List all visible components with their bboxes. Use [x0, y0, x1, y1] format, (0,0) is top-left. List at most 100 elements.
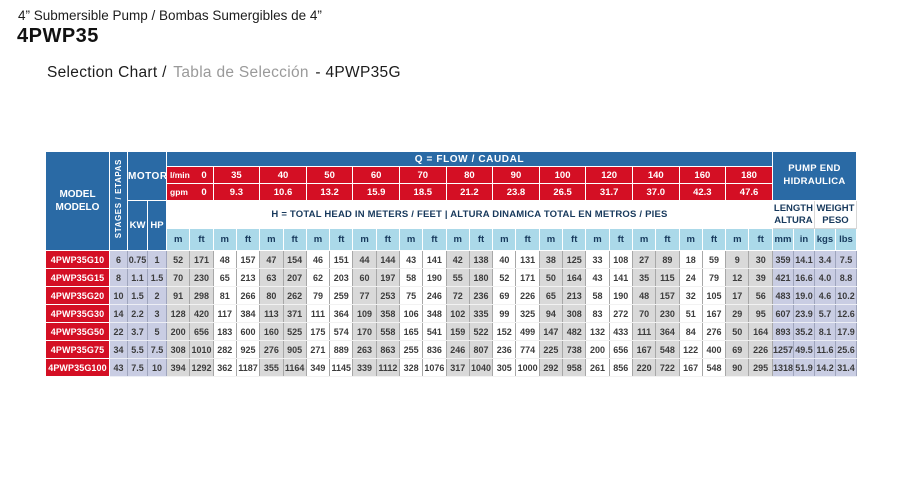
head-m-cell: 55: [446, 268, 470, 287]
head-ft-cell: 253: [376, 286, 400, 305]
unit-ft-header: ft: [235, 228, 261, 251]
model-cell: 4PWP35G75: [45, 340, 110, 359]
length-mm-cell: 421: [772, 268, 794, 287]
head-m-cell: 111: [632, 322, 657, 341]
hp-cell: 1: [147, 250, 168, 269]
head-m-cell: 69: [725, 340, 750, 359]
unit-m-header: m: [631, 228, 657, 251]
head-m-cell: 58: [399, 268, 424, 287]
head-m-cell: 65: [213, 268, 237, 287]
flow-lmin-value: 0: [201, 169, 207, 181]
flow-lmin-cell: 90: [492, 166, 540, 184]
model-cell: 4PWP35G10: [45, 250, 110, 269]
length-mm-cell: 1318: [772, 358, 794, 377]
unit-kgs-header: kgs: [813, 228, 836, 251]
pump-end-header: PUMP END HIDRAULICA: [771, 151, 858, 201]
head-ft-cell: 157: [655, 286, 680, 305]
unit-m-header: m: [166, 228, 191, 251]
head-m-cell: 18: [679, 250, 703, 269]
head-ft-cell: 151: [329, 250, 354, 269]
head-m-cell: 91: [166, 286, 191, 305]
length-line1: LENGTH: [773, 203, 813, 215]
flow-lmin-cell: 120: [585, 166, 633, 184]
head-ft-cell: 600: [236, 322, 261, 341]
head-m-cell: 70: [166, 268, 191, 287]
head-m-cell: 349: [306, 358, 331, 377]
head-ft-cell: 774: [515, 340, 540, 359]
weight-kgs-cell: 14.2: [814, 358, 836, 377]
model-header-line2: MODELO: [55, 202, 100, 213]
head-ft-cell: 236: [469, 286, 494, 305]
hp-cell: 2: [147, 286, 168, 305]
unit-m-header: m: [352, 228, 377, 251]
kw-cell: 0.75: [127, 250, 148, 269]
selection-chart-table: MODEL MODELO STAGES / ETAPAS MOTOR Q = F…: [45, 151, 858, 377]
head-m-cell: 263: [352, 340, 377, 359]
head-ft-cell: 213: [236, 268, 261, 287]
head-ft-cell: 167: [702, 304, 727, 323]
pump-model-row: 4PWP35G15 8 1.1 1.5 70 230 65 213 63 207 62 203 60 19…: [45, 268, 858, 287]
head-m-cell: 99: [492, 304, 517, 323]
head-m-cell: 165: [399, 322, 424, 341]
head-m-cell: 159: [446, 322, 470, 341]
head-ft-cell: 89: [655, 250, 680, 269]
head-m-cell: 271: [306, 340, 331, 359]
head-ft-cell: 131: [515, 250, 540, 269]
unit-mm-header: mm: [771, 228, 794, 251]
head-m-cell: 65: [539, 286, 564, 305]
head-m-cell: 282: [213, 340, 237, 359]
hp-cell: 1.5: [147, 268, 168, 287]
pump-model-row: 4PWP35G10 6 0.75 1 52 171 48 157 47 154 46 151 44 144…: [45, 250, 858, 269]
head-m-cell: 24: [679, 268, 703, 287]
unit-m-header: m: [305, 228, 331, 251]
head-ft-cell: 905: [283, 340, 307, 359]
unit-ft-header: ft: [422, 228, 447, 251]
head-m-cell: 394: [166, 358, 191, 377]
head-m-cell: 43: [399, 250, 424, 269]
stages-cell: 10: [109, 286, 128, 305]
weight-lbs-cell: 17.9: [835, 322, 858, 341]
head-m-cell: 276: [259, 340, 284, 359]
unit-ft-header: ft: [468, 228, 494, 251]
flow-lmin-cell: 60: [352, 166, 400, 184]
pump-model-row: 4PWP35G75 34 5.5 7.5 308 1010 282 925 276 905 271 8…: [45, 340, 858, 359]
unit-in-header: in: [792, 228, 815, 251]
kw-cell: 1.1: [127, 268, 148, 287]
head-m-cell: 42: [446, 250, 470, 269]
kw-header: KW: [127, 200, 148, 251]
length-in-cell: 49.5: [793, 340, 815, 359]
pump-model-row: 4PWP35G100 43 7.5 10 394 1292 362 1187 355 1164 34…: [45, 358, 858, 377]
head-ft-cell: 39: [748, 268, 773, 287]
head-ft-cell: 259: [329, 286, 354, 305]
unit-ft-header: ft: [701, 228, 727, 251]
kw-cell: 1.5: [127, 286, 148, 305]
unit-ft-header: ft: [189, 228, 214, 251]
head-ft-cell: 157: [236, 250, 261, 269]
flow-lmin-cell: 40: [259, 166, 307, 184]
head-ft-cell: 433: [609, 322, 633, 341]
head-ft-cell: 364: [329, 304, 354, 323]
unit-m-header: m: [678, 228, 703, 251]
stages-cell: 22: [109, 322, 128, 341]
head-m-cell: 317: [446, 358, 470, 377]
kw-cell: 2.2: [127, 304, 148, 323]
head-ft-cell: 141: [422, 250, 447, 269]
pump-end-line2: HIDRAULICA: [783, 176, 846, 187]
head-ft-cell: 722: [655, 358, 680, 377]
head-ft-cell: 171: [189, 250, 214, 269]
head-ft-cell: 298: [189, 286, 214, 305]
flow-gpm-cell: gpm 0: [166, 183, 214, 201]
head-m-cell: 47: [259, 250, 284, 269]
head-ft-cell: 144: [376, 250, 400, 269]
head-m-cell: 79: [306, 286, 331, 305]
head-m-cell: 167: [632, 340, 657, 359]
model-cell: 4PWP35G100: [45, 358, 110, 377]
head-ft-cell: 364: [655, 322, 680, 341]
head-m-cell: 122: [679, 340, 703, 359]
head-m-cell: 200: [585, 340, 610, 359]
head-ft-cell: 558: [376, 322, 400, 341]
flow-gpm-cell: 10.6: [259, 183, 307, 201]
head-ft-cell: 1145: [329, 358, 354, 377]
head-ft-cell: 371: [283, 304, 307, 323]
stages-cell: 43: [109, 358, 128, 377]
